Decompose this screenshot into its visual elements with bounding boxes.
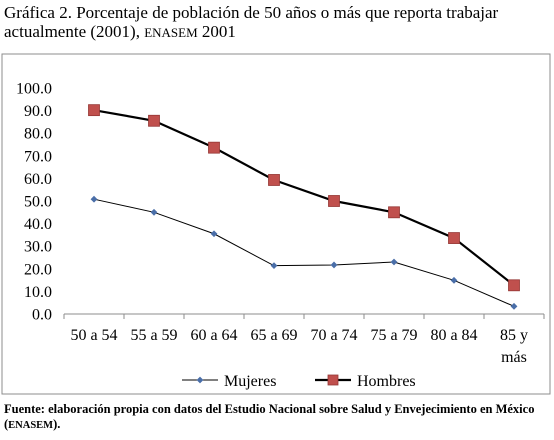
title-main: Gráfica 2. Porcentaje de población de 50… [4,3,499,41]
x-tick-label-7: 85 y más [500,327,528,366]
point-mujeres-2 [210,230,218,238]
plot-area [88,104,520,310]
point-hombres-7 [508,279,520,292]
point-mujeres-3 [270,262,278,270]
y-tick-label-9: 90.0 [24,103,52,120]
source-suffix: ). [53,417,61,431]
legend-label-mujeres: Mujeres [224,373,276,390]
y-tick-label-8: 80.0 [24,126,52,143]
x-tick-label-4: 70 a 74 [310,327,357,344]
source-prefix: Fuente: elaboración propia con datos del… [4,402,535,431]
x-tick-label-2: 60 a 64 [190,327,237,344]
source-note: Fuente: elaboración propia con datos del… [4,402,550,433]
x-tick-label-3: 65 a 69 [250,327,297,344]
legend-marker-mujeres [196,376,204,384]
source-survey-acronym: ENASEM [8,420,54,431]
title-year: 2001 [197,22,236,41]
point-hombres-6 [448,232,460,244]
legend-marker-hombres [327,374,339,386]
point-hombres-0 [88,104,100,117]
y-tick-label-5: 50.0 [24,194,52,211]
point-mujeres-4 [330,261,338,269]
x-tick-label-6: 80 a 84 [430,327,477,344]
point-mujeres-6 [450,276,458,284]
point-hombres-4 [328,195,340,207]
y-tick-label-1: 10.0 [24,284,52,301]
y-axis: 0.0 10.0 20.0 30.0 40.0 50.0 60.0 70.0 80.0 90.0 1… [16,81,52,324]
chart-title: Gráfica 2. Porcentaje de población de 50… [4,3,550,42]
point-mujeres-1 [150,208,158,216]
series-line-hombres [93,109,515,287]
line-chart: 0.0 10.0 20.0 30.0 40.0 50.0 60.0 70.0 80.0 90.0 1… [1,53,551,395]
point-mujeres-5 [390,258,398,266]
y-tick-label-4: 40.0 [24,216,52,233]
y-tick-label-7: 70.0 [24,148,52,165]
legend-label-hombres: Hombres [357,373,416,390]
point-hombres-2 [208,141,220,154]
chart-frame [1,53,551,395]
title-survey-acronym: ENASEM [144,25,198,40]
series-line-mujeres [93,198,515,307]
x-tick-label-1: 55 a 59 [130,327,177,344]
x-axis: 50 a 54 55 a 59 60 a 64 65 a 69 70 a 74 75 a … [63,313,545,366]
point-mujeres-0 [90,195,98,203]
x-tick-label-5: 75 a 79 [370,327,417,344]
point-mujeres-7 [510,302,518,310]
x-tick-label-0: 50 a 54 [70,327,117,344]
point-hombres-5 [388,206,400,219]
point-hombres-3 [268,174,280,186]
y-tick-label-2: 20.0 [24,261,52,278]
point-hombres-1 [148,114,160,127]
y-tick-label-10: 100.0 [16,81,52,98]
y-tick-label-0: 0.0 [32,307,52,324]
y-tick-label-6: 60.0 [24,171,52,188]
y-tick-label-3: 30.0 [24,239,52,256]
legend: Mujeres Hombres [182,373,416,390]
